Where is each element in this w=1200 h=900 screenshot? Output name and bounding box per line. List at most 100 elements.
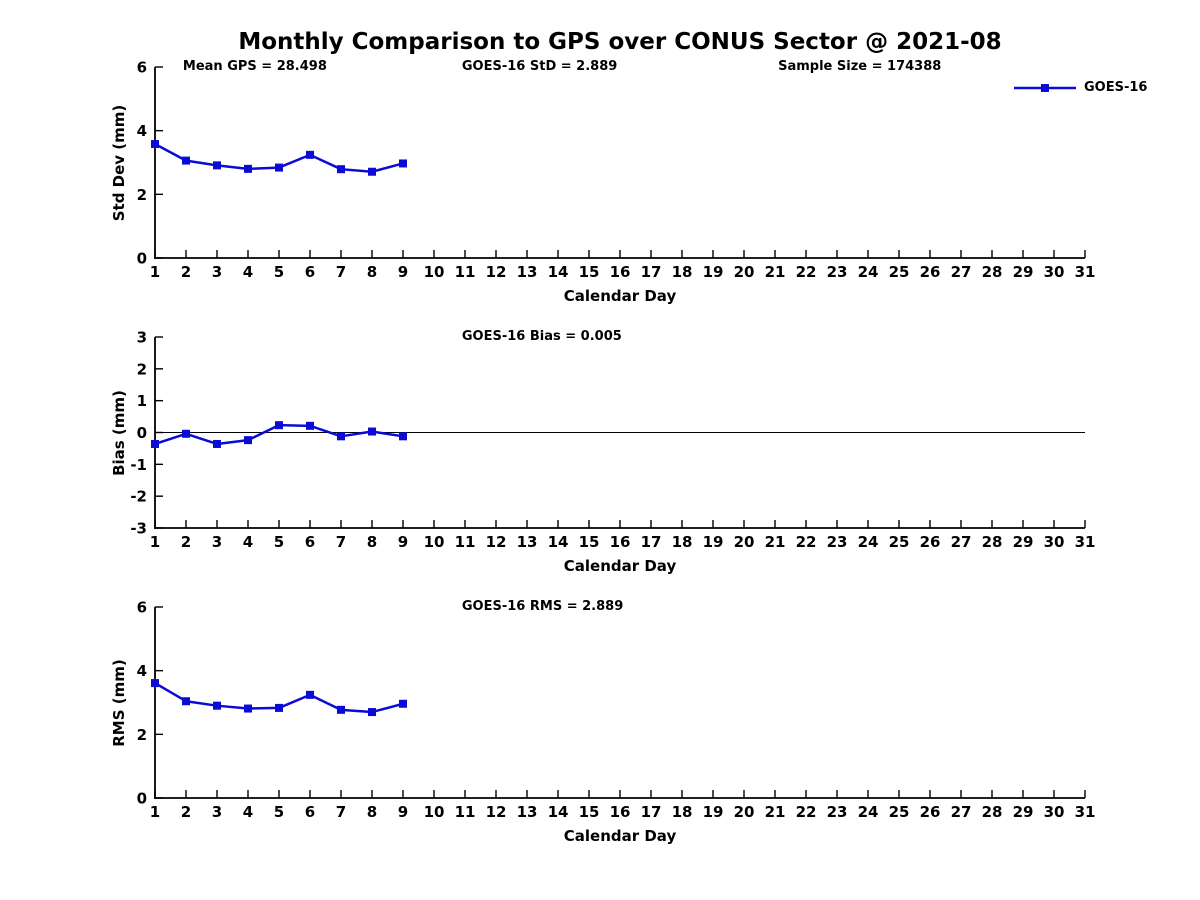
- legend: GOES-16: [1013, 80, 1147, 95]
- svg-text:27: 27: [951, 533, 972, 551]
- svg-text:6: 6: [305, 533, 315, 551]
- svg-text:11: 11: [455, 803, 476, 821]
- svg-text:27: 27: [951, 263, 972, 281]
- x-axis-label-calendar-day-3: Calendar Day: [563, 827, 677, 845]
- svg-text:28: 28: [982, 263, 1003, 281]
- svg-text:2: 2: [137, 186, 147, 204]
- svg-text:23: 23: [827, 803, 848, 821]
- svg-text:0: 0: [137, 790, 147, 808]
- svg-text:9: 9: [398, 533, 408, 551]
- svg-text:10: 10: [424, 533, 445, 551]
- svg-text:23: 23: [827, 533, 848, 551]
- svg-text:23: 23: [827, 263, 848, 281]
- svg-text:30: 30: [1044, 533, 1065, 551]
- svg-text:11: 11: [455, 533, 476, 551]
- svg-text:5: 5: [274, 263, 284, 281]
- svg-text:3: 3: [137, 329, 147, 347]
- svg-text:2: 2: [181, 533, 191, 551]
- svg-text:12: 12: [486, 533, 507, 551]
- svg-text:13: 13: [517, 803, 538, 821]
- svg-text:21: 21: [765, 533, 786, 551]
- svg-text:29: 29: [1013, 533, 1034, 551]
- svg-text:1: 1: [150, 533, 160, 551]
- svg-text:13: 13: [517, 533, 538, 551]
- svg-text:17: 17: [641, 263, 662, 281]
- svg-text:7: 7: [336, 803, 346, 821]
- svg-text:25: 25: [889, 263, 910, 281]
- svg-text:12: 12: [486, 803, 507, 821]
- svg-text:22: 22: [796, 533, 817, 551]
- chart-title: Monthly Comparison to GPS over CONUS Sec…: [238, 29, 1002, 55]
- svg-text:22: 22: [796, 803, 817, 821]
- svg-text:18: 18: [672, 533, 693, 551]
- svg-text:17: 17: [641, 803, 662, 821]
- svg-text:3: 3: [212, 533, 222, 551]
- svg-text:14: 14: [548, 533, 569, 551]
- svg-text:1: 1: [137, 392, 147, 410]
- annotation-goes16-std: GOES-16 StD = 2.889: [461, 59, 618, 74]
- svg-text:4: 4: [243, 803, 253, 821]
- svg-text:26: 26: [920, 803, 941, 821]
- svg-text:15: 15: [579, 803, 600, 821]
- svg-text:20: 20: [734, 263, 755, 281]
- svg-text:30: 30: [1044, 263, 1065, 281]
- svg-text:0: 0: [137, 250, 147, 268]
- svg-text:8: 8: [367, 263, 377, 281]
- svg-text:6: 6: [305, 263, 315, 281]
- svg-text:15: 15: [579, 533, 600, 551]
- svg-text:16: 16: [610, 533, 631, 551]
- svg-text:2: 2: [181, 803, 191, 821]
- svg-text:5: 5: [274, 533, 284, 551]
- svg-text:21: 21: [765, 803, 786, 821]
- x-axis-label-calendar-day-1: Calendar Day: [563, 287, 677, 305]
- svg-text:13: 13: [517, 263, 538, 281]
- svg-text:19: 19: [703, 263, 724, 281]
- svg-text:20: 20: [734, 803, 755, 821]
- svg-text:25: 25: [889, 803, 910, 821]
- svg-text:3: 3: [212, 263, 222, 281]
- y-axis-label-rms: RMS (mm): [110, 659, 128, 747]
- svg-text:18: 18: [672, 263, 693, 281]
- svg-text:27: 27: [951, 803, 972, 821]
- svg-text:24: 24: [858, 803, 879, 821]
- svg-text:16: 16: [610, 803, 631, 821]
- svg-text:8: 8: [367, 803, 377, 821]
- svg-text:8: 8: [367, 533, 377, 551]
- svg-text:4: 4: [137, 122, 147, 140]
- svg-text:30: 30: [1044, 803, 1065, 821]
- y-axis-label-bias: Bias (mm): [110, 390, 128, 476]
- svg-text:29: 29: [1013, 263, 1034, 281]
- svg-text:2: 2: [181, 263, 191, 281]
- svg-text:10: 10: [424, 803, 445, 821]
- svg-text:1: 1: [150, 803, 160, 821]
- annotation-mean-gps: Mean GPS = 28.498: [182, 59, 327, 74]
- svg-text:24: 24: [858, 263, 879, 281]
- svg-text:15: 15: [579, 263, 600, 281]
- svg-text:14: 14: [548, 263, 569, 281]
- svg-text:17: 17: [641, 533, 662, 551]
- svg-text:4: 4: [137, 662, 147, 680]
- svg-text:-3: -3: [130, 520, 147, 538]
- svg-text:6: 6: [137, 59, 147, 77]
- svg-text:5: 5: [274, 803, 284, 821]
- svg-text:-1: -1: [130, 456, 147, 474]
- svg-text:16: 16: [610, 263, 631, 281]
- svg-text:3: 3: [212, 803, 222, 821]
- svg-text:25: 25: [889, 533, 910, 551]
- svg-text:11: 11: [455, 263, 476, 281]
- svg-text:4: 4: [243, 263, 253, 281]
- svg-text:14: 14: [548, 803, 569, 821]
- svg-text:7: 7: [336, 263, 346, 281]
- svg-text:9: 9: [398, 263, 408, 281]
- svg-text:19: 19: [703, 803, 724, 821]
- svg-text:31: 31: [1075, 533, 1096, 551]
- svg-text:21: 21: [765, 263, 786, 281]
- svg-text:19: 19: [703, 533, 724, 551]
- svg-text:1: 1: [150, 263, 160, 281]
- svg-text:-2: -2: [130, 488, 147, 506]
- svg-text:2: 2: [137, 726, 147, 744]
- legend-label: GOES-16: [1084, 80, 1148, 95]
- annotation-goes16-rms: GOES-16 RMS = 2.889: [461, 599, 624, 614]
